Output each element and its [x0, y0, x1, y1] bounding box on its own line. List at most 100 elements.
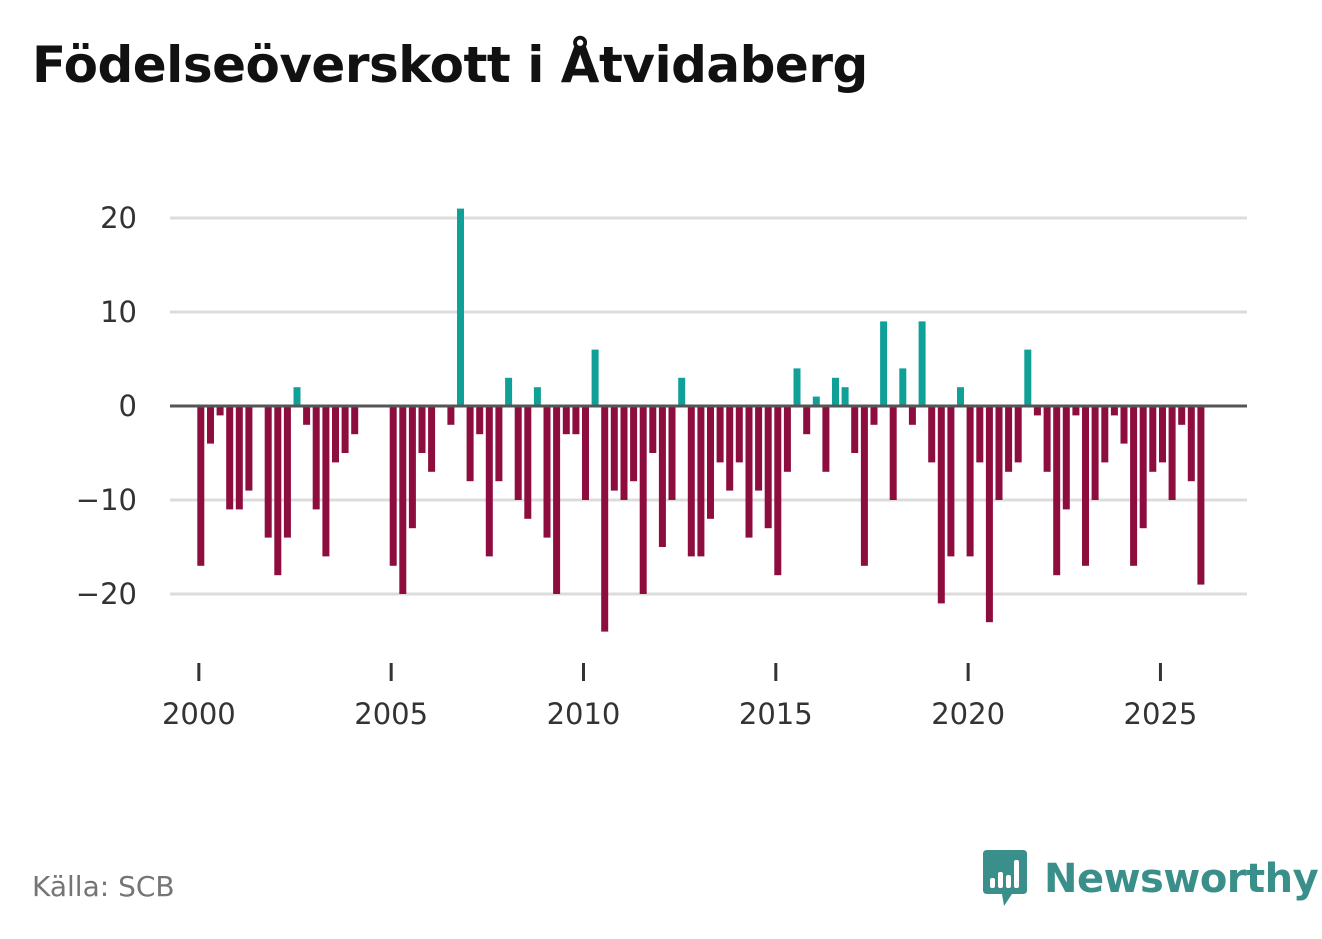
bar: [966, 406, 974, 557]
bar: [572, 406, 580, 435]
bar: [245, 406, 253, 491]
bar: [495, 406, 503, 482]
bar: [918, 321, 926, 406]
x-tick-label: 2010: [547, 697, 621, 731]
bar: [639, 406, 647, 594]
y-tick-label: −10: [76, 483, 137, 517]
bar: [1062, 406, 1070, 510]
bar: [870, 406, 878, 425]
bar: [880, 321, 888, 406]
bar: [899, 368, 907, 406]
bar: [312, 406, 320, 510]
bar: [707, 406, 714, 519]
bar: [533, 387, 541, 406]
bar: [783, 406, 791, 472]
bar: [1178, 406, 1186, 425]
source-note: Källa: SCB: [32, 870, 175, 903]
bar: [649, 406, 657, 453]
bar: [505, 377, 513, 406]
bar: [803, 406, 811, 435]
bar: [1014, 406, 1022, 463]
bar: [697, 406, 705, 557]
bar: [1120, 406, 1128, 444]
bar: [216, 406, 224, 416]
bar: [764, 406, 772, 529]
x-axis: 2000 2005 2010 2015 2020 2025: [162, 663, 1197, 731]
bar: [947, 406, 955, 557]
bar: [1033, 406, 1041, 416]
bar: [716, 406, 724, 463]
bar: [1101, 406, 1109, 463]
y-axis: 20 10 0 −10 −20: [76, 201, 137, 611]
bar: [226, 406, 234, 510]
x-tick-label: 2020: [931, 697, 1005, 731]
bar: [957, 387, 964, 406]
newsworthy-logo-icon: [983, 850, 1027, 906]
bar: [610, 406, 618, 491]
bar: [264, 406, 272, 538]
bar: [860, 406, 868, 566]
brand-logo[interactable]: Newsworthy: [980, 848, 1319, 910]
bar: [668, 406, 676, 500]
bar: [514, 406, 522, 500]
bar: [1110, 406, 1118, 416]
bar: [1043, 406, 1051, 472]
bar: [601, 406, 609, 632]
bar: [543, 406, 551, 538]
bar: [1053, 406, 1061, 576]
bar: [687, 406, 695, 557]
bar: [235, 406, 243, 510]
bar: [1091, 406, 1099, 500]
bar: [524, 406, 532, 519]
bar: [418, 406, 426, 453]
bar: [822, 406, 830, 472]
bar: [889, 406, 897, 500]
bar: [457, 208, 464, 406]
bar: [293, 387, 301, 406]
bar: [908, 406, 916, 425]
bar: [928, 406, 936, 463]
bar: [774, 406, 782, 576]
x-tick-label: 2025: [1124, 697, 1198, 731]
bar: [562, 406, 570, 435]
x-tick-label: 2015: [739, 697, 813, 731]
bar: [1168, 406, 1176, 500]
bar: [976, 406, 984, 463]
bars: [170, 208, 1247, 632]
x-tick-label: 2000: [162, 697, 236, 731]
bar: [678, 377, 686, 406]
bar: [1082, 406, 1089, 566]
bar: [1130, 406, 1138, 566]
bar: [591, 349, 599, 406]
chart-title: Födelseöverskott i Åtvidaberg: [32, 36, 868, 94]
bar: [995, 406, 1003, 500]
bar: [735, 406, 743, 463]
y-tick-label: 10: [100, 295, 137, 329]
bar: [197, 406, 205, 566]
y-tick-label: 20: [100, 201, 137, 235]
bar: [937, 406, 945, 604]
bar: [658, 406, 666, 547]
bar: [841, 387, 849, 406]
bar: [812, 396, 820, 406]
bar: [399, 406, 407, 594]
bar: [582, 406, 589, 500]
bar: [447, 406, 455, 425]
bar: [793, 368, 801, 406]
bar: [755, 406, 763, 491]
bar: [745, 406, 753, 538]
bar: [485, 406, 493, 557]
bar: [341, 406, 349, 453]
y-tick-label: 0: [119, 389, 137, 423]
bar: [1005, 406, 1013, 472]
y-tick-label: −20: [76, 577, 137, 611]
bar: [283, 406, 291, 538]
bar: [1159, 406, 1166, 463]
bar: [351, 406, 359, 435]
bar: [1024, 349, 1032, 406]
bar: [207, 406, 214, 444]
bar: [274, 406, 282, 576]
bar: [985, 406, 993, 623]
bar: [322, 406, 330, 557]
